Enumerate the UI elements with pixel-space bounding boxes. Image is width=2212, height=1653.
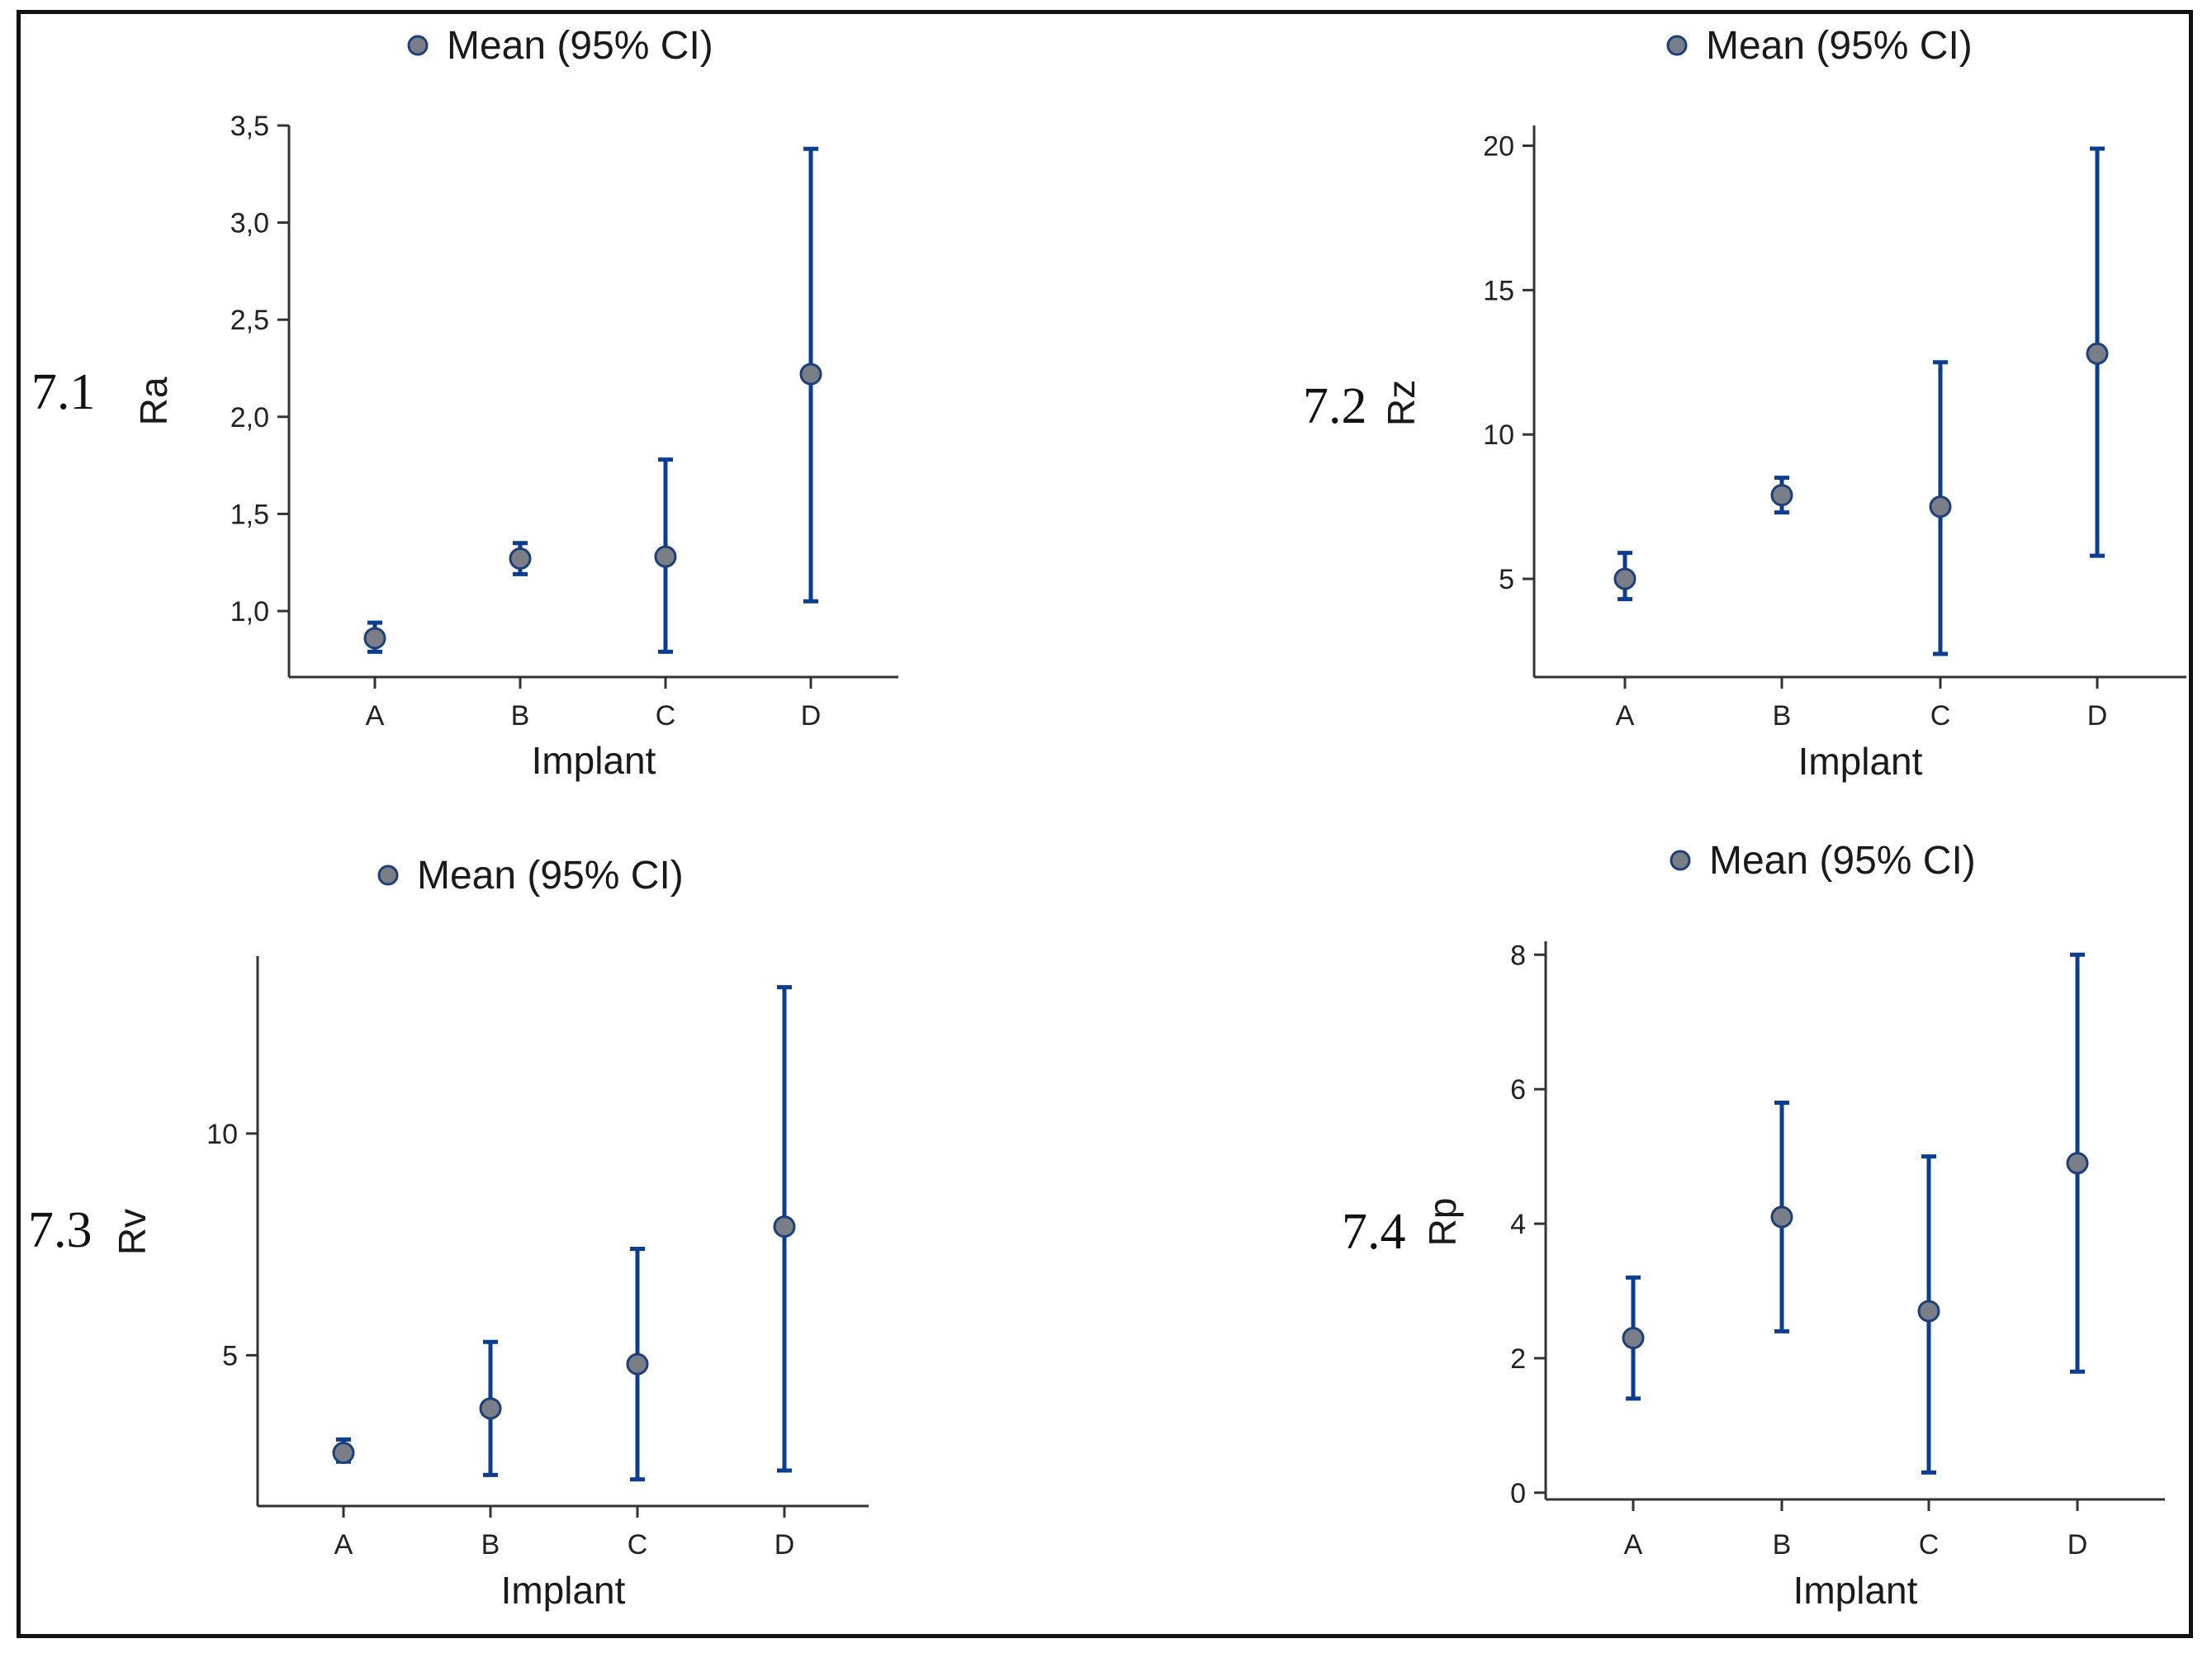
mean-point-A [363, 627, 386, 650]
x-tick-label: C [656, 700, 676, 732]
y-tick-label: 2 [1510, 1343, 1526, 1375]
panel-id-label: 7.4 [1342, 1204, 1406, 1260]
y-tick-label: 10 [206, 1119, 238, 1150]
y-tick-label: 3,0 [230, 208, 269, 239]
y-tick-label: 4 [1510, 1209, 1526, 1240]
panel-id-label: 7.1 [31, 364, 96, 420]
legend: Mean (95% CI) [1666, 24, 1973, 68]
mean-point-C [654, 545, 677, 568]
x-tick-label: D [2068, 1529, 2088, 1561]
x-axis-title: Implant [1793, 1569, 1918, 1612]
x-tick-label: B [481, 1529, 500, 1561]
mean-point-B [479, 1397, 502, 1420]
x-tick-label: A [366, 700, 385, 732]
y-axis-title: Rp [1421, 1198, 1464, 1247]
mean-point-C [1917, 1300, 1940, 1323]
mean-point-A [1613, 567, 1637, 590]
mean-point-B [1770, 484, 1793, 507]
x-tick-label: B [511, 700, 530, 732]
y-tick-label: 1,0 [230, 596, 269, 628]
mean-point-A [332, 1442, 355, 1465]
y-tick-label: 2,0 [230, 402, 269, 433]
legend-label: Mean (95% CI) [1706, 24, 1973, 68]
panel-7-3: Mean (95% CI) 7.3 5 10 A B C D Implant Rv [28, 854, 869, 1612]
y-tick-label: 5 [222, 1340, 238, 1371]
legend-marker [377, 864, 399, 886]
x-tick-label: A [1616, 700, 1635, 732]
legend-marker [1670, 850, 1691, 871]
figure-frame [17, 10, 2193, 1638]
y-axis-title: Ra [132, 377, 175, 425]
y-tick-label: 5 [1499, 564, 1514, 595]
y-tick-label: 0 [1510, 1478, 1526, 1509]
legend: Mean (95% CI) [377, 854, 684, 898]
y-tick-label: 15 [1483, 275, 1514, 306]
x-tick-label: D [774, 1529, 795, 1561]
mean-point-C [626, 1352, 649, 1376]
y-tick-label: 1,5 [230, 499, 269, 530]
panel-7-4: Mean (95% CI) 7.4 0 2 4 6 8 A B C D Implant Rp [1342, 839, 2165, 1612]
y-tick-label: 6 [1510, 1074, 1526, 1106]
mean-point-D [773, 1215, 796, 1239]
x-axis-title: Implant [501, 1569, 626, 1612]
mean-point-D [2066, 1152, 2089, 1175]
mean-point-A [1622, 1327, 1645, 1350]
x-axis-title: Implant [1798, 740, 1923, 783]
panel-id-label: 7.2 [1303, 378, 1367, 434]
x-tick-label: C [628, 1529, 648, 1561]
y-tick-label: 2,5 [230, 305, 269, 336]
panel-7-2: Mean (95% CI) 7.2 5 10 15 20 A B C D Implant Rz [1303, 24, 2186, 783]
x-tick-label: B [1773, 1529, 1792, 1561]
mean-point-B [509, 547, 532, 571]
mean-point-B [1770, 1205, 1793, 1229]
mean-point-C [1929, 495, 1952, 519]
legend: Mean (95% CI) [407, 24, 713, 68]
legend-label: Mean (95% CI) [447, 24, 713, 68]
x-tick-label: A [334, 1529, 353, 1561]
panel-id-label: 7.3 [28, 1202, 92, 1258]
legend-marker [407, 35, 429, 56]
legend-label: Mean (95% CI) [417, 854, 684, 898]
panel-7-1: Mean (95% CI) 7.1 1,0 1,5 2,0 2,5 3,0 3,5 A B C D Im… [31, 24, 898, 782]
mean-point-D [799, 362, 822, 386]
y-axis-title: Rz [1380, 380, 1423, 426]
y-axis-title: Rv [111, 1209, 154, 1255]
x-tick-label: A [1624, 1529, 1643, 1561]
x-tick-label: D [801, 700, 822, 732]
x-tick-label: D [2087, 700, 2108, 732]
y-tick-label: 10 [1483, 419, 1514, 451]
y-tick-label: 20 [1483, 130, 1514, 162]
x-axis-title: Implant [532, 739, 656, 782]
x-tick-label: C [1930, 700, 1951, 732]
x-tick-label: C [1919, 1529, 1940, 1561]
mean-point-D [2086, 342, 2109, 365]
legend: Mean (95% CI) [1670, 839, 1976, 883]
y-tick-label: 8 [1510, 940, 1526, 971]
x-tick-label: B [1773, 700, 1792, 732]
legend-label: Mean (95% CI) [1709, 839, 1976, 883]
y-tick-label: 3,5 [230, 111, 269, 142]
legend-marker [1666, 35, 1688, 56]
